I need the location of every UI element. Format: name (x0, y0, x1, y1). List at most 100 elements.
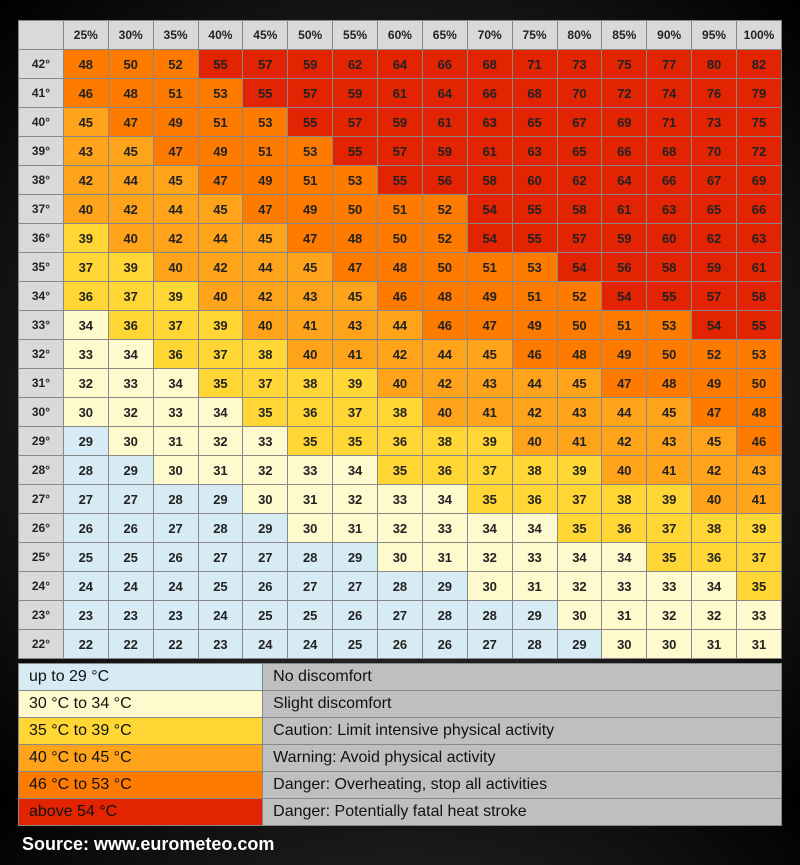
heat-cell: 61 (378, 79, 423, 108)
legend-desc: Slight discomfort (263, 691, 782, 718)
heat-cell: 72 (602, 79, 647, 108)
heat-cell: 30 (602, 630, 647, 659)
corner-cell (19, 21, 64, 50)
heat-cell: 32 (63, 369, 108, 398)
heat-cell: 64 (378, 50, 423, 79)
heat-cell: 51 (198, 108, 243, 137)
heat-cell: 66 (467, 79, 512, 108)
heat-cell: 45 (288, 253, 333, 282)
heat-cell: 33 (63, 340, 108, 369)
heat-cell: 44 (422, 340, 467, 369)
heat-cell: 35 (288, 427, 333, 456)
row-header: 31° (19, 369, 64, 398)
heat-cell: 44 (602, 398, 647, 427)
heat-cell: 64 (602, 166, 647, 195)
legend-range: 30 °C to 34 °C (19, 691, 263, 718)
heat-cell: 35 (198, 369, 243, 398)
heat-cell: 24 (198, 601, 243, 630)
heat-cell: 25 (63, 543, 108, 572)
heat-cell: 34 (467, 514, 512, 543)
heat-cell: 34 (108, 340, 153, 369)
heat-cell: 67 (557, 108, 602, 137)
heat-cell: 65 (557, 137, 602, 166)
heat-cell: 37 (63, 253, 108, 282)
heat-cell: 68 (647, 137, 692, 166)
heat-cell: 55 (333, 137, 378, 166)
legend-desc: No discomfort (263, 664, 782, 691)
heat-cell: 31 (422, 543, 467, 572)
heat-cell: 25 (333, 630, 378, 659)
heat-cell: 49 (602, 340, 647, 369)
heat-cell: 80 (692, 50, 737, 79)
legend-desc: Caution: Limit intensive physical activi… (263, 718, 782, 745)
heat-cell: 34 (512, 514, 557, 543)
source-text: Source: www.eurometeo.com (18, 834, 782, 855)
heat-cell: 65 (692, 195, 737, 224)
heat-cell: 40 (153, 253, 198, 282)
heat-cell: 49 (243, 166, 288, 195)
heat-cell: 28 (288, 543, 333, 572)
col-header: 70% (467, 21, 512, 50)
heat-cell: 59 (378, 108, 423, 137)
heat-cell: 38 (512, 456, 557, 485)
heat-cell: 51 (378, 195, 423, 224)
heat-cell: 57 (378, 137, 423, 166)
heat-cell: 44 (512, 369, 557, 398)
heat-cell: 82 (737, 50, 782, 79)
col-header: 55% (333, 21, 378, 50)
heat-cell: 37 (108, 282, 153, 311)
heat-cell: 42 (63, 166, 108, 195)
heat-cell: 53 (198, 79, 243, 108)
heat-cell: 42 (692, 456, 737, 485)
heat-cell: 31 (737, 630, 782, 659)
heat-cell: 33 (602, 572, 647, 601)
heat-cell: 35 (467, 485, 512, 514)
heat-cell: 65 (512, 108, 557, 137)
heat-cell: 23 (198, 630, 243, 659)
heat-cell: 26 (108, 514, 153, 543)
heat-cell: 35 (647, 543, 692, 572)
heat-cell: 34 (198, 398, 243, 427)
heat-cell: 73 (557, 50, 602, 79)
row-header: 41° (19, 79, 64, 108)
heat-cell: 38 (243, 340, 288, 369)
row-header: 29° (19, 427, 64, 456)
row-header: 26° (19, 514, 64, 543)
heat-cell: 45 (243, 224, 288, 253)
heat-cell: 42 (512, 398, 557, 427)
col-header: 35% (153, 21, 198, 50)
heat-cell: 75 (737, 108, 782, 137)
legend-range: up to 29 °C (19, 664, 263, 691)
heat-cell: 42 (198, 253, 243, 282)
heat-cell: 59 (288, 50, 333, 79)
heat-cell: 32 (243, 456, 288, 485)
heat-cell: 43 (647, 427, 692, 456)
heat-cell: 33 (378, 485, 423, 514)
heat-cell: 27 (378, 601, 423, 630)
heat-cell: 41 (467, 398, 512, 427)
heat-cell: 31 (288, 485, 333, 514)
heat-cell: 39 (557, 456, 602, 485)
heat-cell: 35 (557, 514, 602, 543)
heat-cell: 24 (288, 630, 333, 659)
heat-cell: 34 (422, 485, 467, 514)
heat-cell: 29 (557, 630, 602, 659)
heat-cell: 77 (647, 50, 692, 79)
heat-cell: 54 (602, 282, 647, 311)
row-header: 39° (19, 137, 64, 166)
heat-cell: 58 (737, 282, 782, 311)
heat-cell: 29 (243, 514, 288, 543)
heat-cell: 26 (63, 514, 108, 543)
heat-cell: 41 (647, 456, 692, 485)
heat-cell: 42 (153, 224, 198, 253)
heat-cell: 28 (422, 601, 467, 630)
heat-cell: 52 (422, 224, 467, 253)
heat-cell: 53 (512, 253, 557, 282)
legend-range: 40 °C to 45 °C (19, 745, 263, 772)
heat-cell: 35 (243, 398, 288, 427)
heat-cell: 53 (288, 137, 333, 166)
heat-cell: 29 (333, 543, 378, 572)
heat-cell: 48 (378, 253, 423, 282)
heat-cell: 34 (153, 369, 198, 398)
heat-cell: 32 (557, 572, 602, 601)
